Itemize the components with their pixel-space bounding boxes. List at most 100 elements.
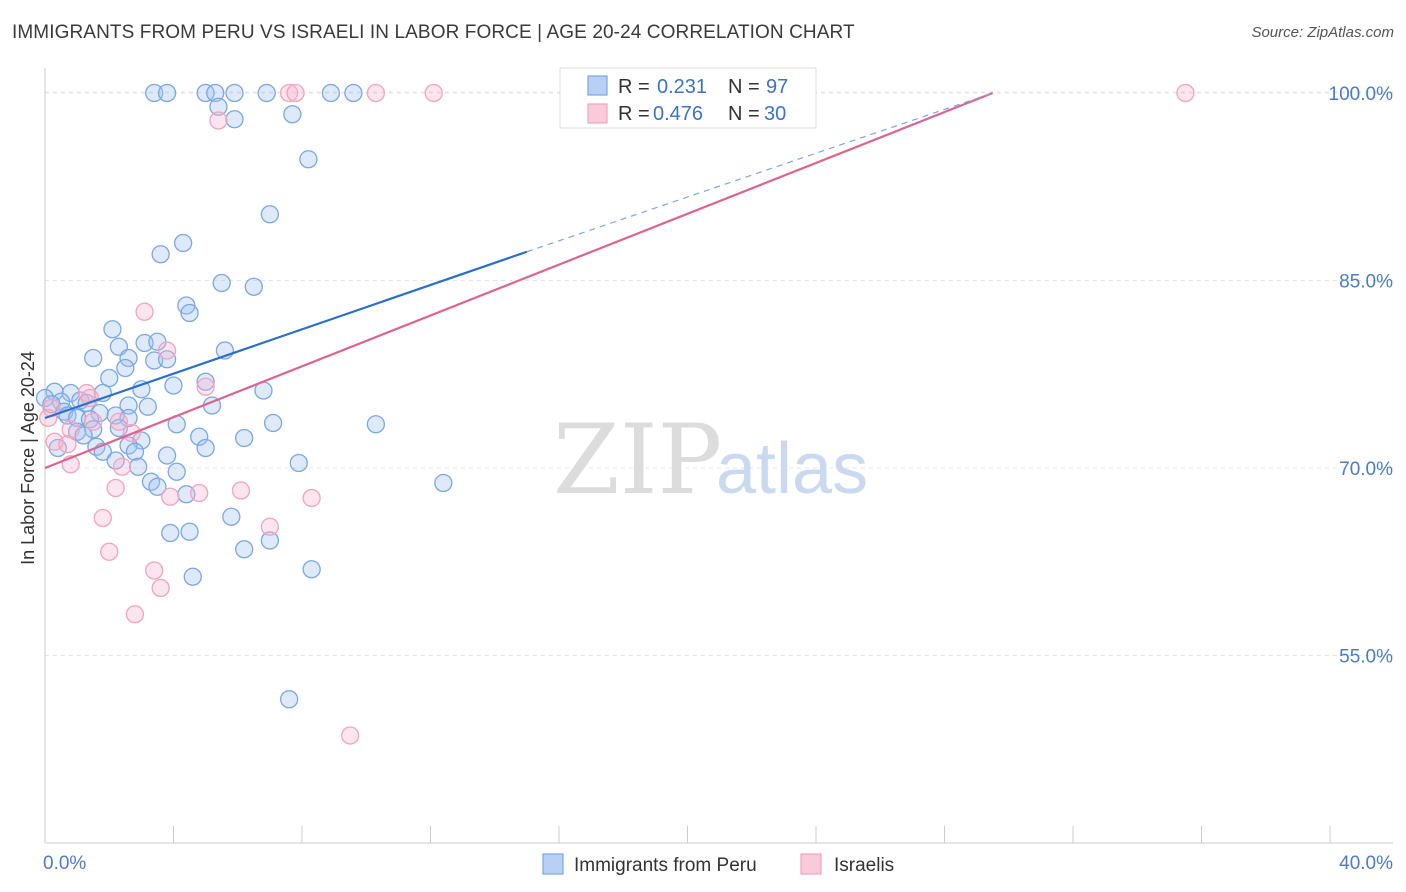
chart-title: IMMIGRANTS FROM PERU VS ISRAELI IN LABOR…: [12, 22, 855, 43]
point-peru: [148, 477, 167, 496]
point-peru: [299, 150, 318, 169]
point-peru: [206, 83, 225, 103]
point-israelis: [109, 412, 129, 431]
point-peru: [173, 233, 193, 253]
point-peru: [209, 97, 228, 116]
y-tick-label: 100.0%: [1329, 84, 1394, 105]
series-label-israelis: Israelis: [834, 855, 894, 876]
point-peru: [289, 453, 308, 473]
point-peru: [183, 567, 202, 586]
point-israelis: [112, 457, 132, 476]
point-peru: [260, 205, 280, 224]
y-axis-label: In Labor Force | Age 20-24: [18, 351, 38, 565]
series-swatch-israelis: [800, 853, 822, 875]
point-israelis: [260, 517, 280, 536]
point-peru: [344, 83, 363, 103]
trend-line-israelis: [44, 91, 994, 470]
x-tick-label-max: 40.0%: [1339, 853, 1393, 874]
point-peru: [225, 110, 244, 129]
legend-swatch-israelis: [587, 103, 608, 124]
point-israelis: [93, 508, 112, 528]
correlation-legend: R = 0.231 N = 97 R = 0.476 N = 30: [559, 67, 817, 129]
point-peru: [119, 396, 138, 415]
point-peru: [84, 348, 103, 368]
point-israelis: [80, 388, 100, 408]
x-tick-labels: 0.0% 40.0%: [43, 853, 1393, 874]
point-peru: [302, 560, 321, 579]
point-israelis: [190, 483, 209, 503]
legend-n-value-peru: 97: [766, 76, 788, 98]
point-peru: [321, 83, 341, 103]
point-israelis: [209, 111, 228, 130]
point-peru: [103, 320, 122, 339]
x-tick-label-min: 0.0%: [43, 853, 86, 874]
legend-r-label-peru: R =: [618, 76, 650, 98]
point-israelis: [157, 341, 177, 360]
legend-r-value-israelis: 0.476: [653, 103, 703, 125]
legend-r-label-israelis: R =: [618, 103, 650, 125]
point-israelis: [100, 542, 119, 561]
legend-n-label-peru: N =: [728, 76, 760, 98]
source-label: Source: ZipAtlas.com: [1251, 24, 1394, 41]
point-peru: [212, 273, 231, 293]
point-peru: [129, 457, 148, 476]
point-peru: [279, 690, 299, 709]
point-israelis: [341, 726, 360, 745]
point-israelis: [125, 605, 145, 624]
point-israelis: [196, 377, 215, 396]
point-israelis: [106, 478, 125, 498]
point-israelis: [151, 578, 170, 598]
point-peru: [80, 410, 100, 429]
point-israelis: [1176, 83, 1195, 103]
watermark: ZIP atlas: [553, 404, 868, 516]
series-label-peru: Immigrants from Peru: [574, 855, 757, 876]
point-peru: [257, 83, 276, 103]
data-points: [35, 83, 1195, 745]
point-peru: [119, 348, 138, 368]
y-tick-labels: 55.0% 70.0% 85.0% 100.0%: [1329, 84, 1394, 668]
point-peru: [196, 372, 215, 391]
point-peru: [235, 428, 254, 448]
point-peru: [167, 462, 186, 481]
watermark-zip: ZIP: [553, 404, 722, 516]
series-legend: Immigrants from Peru Israelis: [542, 853, 894, 876]
y-tick-label: 55.0%: [1339, 647, 1393, 668]
point-peru: [125, 442, 145, 461]
point-israelis: [302, 488, 321, 508]
trend-line-peru: [44, 250, 528, 420]
point-israelis: [286, 83, 305, 103]
legend-r-value-peru: 0.231: [657, 76, 707, 98]
point-peru: [145, 83, 164, 103]
axes: [44, 68, 1393, 844]
point-peru: [116, 358, 135, 378]
point-peru: [434, 473, 453, 493]
watermark-atlas: atlas: [716, 429, 868, 509]
point-israelis: [424, 83, 443, 103]
point-israelis: [77, 383, 96, 403]
point-peru: [190, 427, 209, 446]
point-peru: [196, 83, 215, 103]
point-israelis: [135, 302, 154, 321]
point-peru: [263, 413, 283, 433]
point-peru: [164, 376, 183, 395]
point-peru: [157, 83, 177, 103]
point-peru: [157, 446, 177, 465]
y-tick-label: 70.0%: [1339, 459, 1393, 480]
point-israelis: [61, 420, 80, 439]
point-israelis: [366, 83, 386, 103]
point-israelis: [145, 561, 164, 580]
point-israelis: [161, 487, 180, 506]
point-israelis: [231, 481, 251, 500]
grid-lines: [45, 91, 1393, 656]
point-peru: [132, 380, 151, 399]
point-peru: [244, 277, 263, 296]
point-peru: [161, 523, 180, 543]
legend-n-label-israelis: N =: [728, 103, 760, 125]
point-peru: [180, 522, 199, 541]
point-peru: [151, 245, 170, 264]
point-peru: [180, 303, 199, 323]
point-peru: [222, 507, 241, 526]
point-peru: [283, 105, 302, 124]
legend-swatch-peru: [587, 75, 608, 96]
